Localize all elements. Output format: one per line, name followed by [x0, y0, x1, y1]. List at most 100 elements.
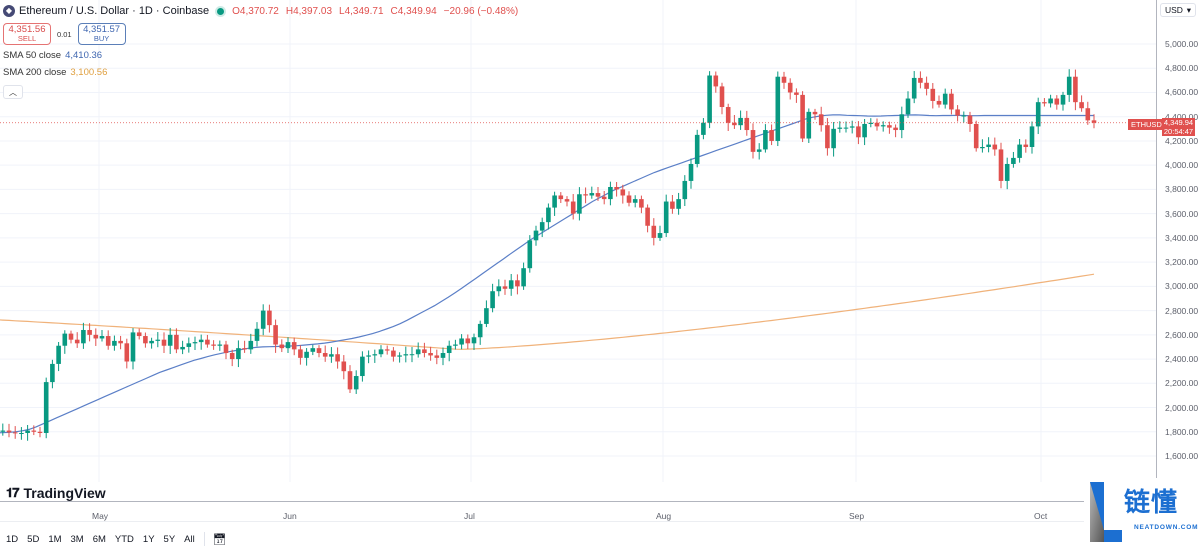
candle-body: [62, 333, 68, 346]
range-1d-button[interactable]: 1D: [6, 533, 19, 545]
candle-body: [564, 199, 570, 202]
candle-body: [397, 355, 402, 357]
tradingview-mark-icon: 𝟏𝟕: [6, 485, 20, 500]
candle-body: [645, 207, 650, 226]
candle-body: [1066, 76, 1072, 95]
range-3m-button[interactable]: 3M: [70, 533, 84, 545]
candle-body: [769, 130, 774, 141]
candle-body: [868, 122, 874, 124]
candle-body: [347, 371, 353, 390]
tradingview-logo[interactable]: 𝟏𝟕 TradingView: [6, 485, 106, 501]
month-label: Oct: [1034, 511, 1048, 521]
candle-body: [0, 430, 6, 432]
market-status-icon: [217, 7, 225, 15]
candle-body: [701, 122, 706, 135]
candle-body: [74, 339, 80, 344]
candle-body: [707, 75, 712, 123]
candle-body: [806, 111, 812, 139]
candle-body: [6, 430, 12, 433]
candle-body: [1048, 98, 1053, 104]
buy-button[interactable]: 4,351.57 BUY: [77, 23, 126, 45]
range-5y-button[interactable]: 5Y: [163, 533, 176, 545]
candle-body: [459, 338, 464, 345]
sell-label: SELL: [17, 34, 37, 43]
candle-body: [422, 349, 427, 354]
candle-body: [130, 332, 136, 362]
candle-body: [539, 222, 545, 231]
candle-body: [68, 333, 74, 340]
candle-body: [521, 268, 526, 287]
range-1y-button[interactable]: 1Y: [142, 533, 155, 545]
candle-body: [986, 144, 991, 148]
currency-selector[interactable]: USD ▾: [1160, 3, 1196, 17]
candle-body: [471, 337, 477, 344]
candle-body: [360, 356, 365, 377]
price-scale-label: 4,800.00: [1165, 63, 1199, 74]
candle-body: [50, 363, 55, 383]
candle-body: [384, 349, 390, 351]
candle-body: [651, 225, 657, 238]
candle-body: [167, 334, 173, 346]
candle-body: [353, 376, 359, 390]
candle-body: [205, 339, 210, 345]
candle-body: [31, 430, 37, 432]
candle-body: [1091, 120, 1097, 123]
chevron-up-icon: ︿: [9, 87, 17, 97]
candle-body: [589, 193, 595, 196]
candle-body: [719, 86, 725, 108]
candle-body: [725, 107, 731, 123]
candle-body: [775, 76, 781, 141]
candle-body: [905, 98, 911, 115]
candle-body: [118, 340, 123, 344]
candle-body: [186, 343, 192, 347]
chevron-down-icon: ▾: [1186, 4, 1191, 15]
candle-body: [632, 199, 638, 203]
price-scale-label: 2,000.00: [1165, 402, 1199, 413]
range-ytd-button[interactable]: YTD: [114, 533, 134, 545]
candle-body: [843, 127, 849, 129]
sell-button[interactable]: 4,351.56 SELL: [3, 23, 51, 45]
watermark-l-icon: [1090, 482, 1122, 542]
calendar-goto-icon[interactable]: 📅︎: [212, 533, 227, 546]
price-scale-label: 4,200.00: [1165, 135, 1199, 146]
candle-body: [980, 147, 985, 149]
candle-body: [453, 344, 458, 346]
symbol-title[interactable]: Ethereum / U.S. Dollar · 1D · Coinbase: [19, 5, 210, 17]
candle-body: [484, 308, 489, 324]
symbol-price-tag: ETHUSD: [1128, 119, 1165, 130]
candle-body: [1035, 102, 1041, 127]
candle-body: [595, 193, 601, 197]
price-scale-label: 3,000.00: [1165, 281, 1199, 292]
candle-body: [1029, 126, 1035, 148]
candle-body: [880, 125, 886, 127]
candle-body: [260, 310, 266, 329]
watermark-en-text: NEATDOWN.COM: [1134, 524, 1199, 531]
candle-body: [682, 180, 688, 200]
last-price: 4,349.94: [1163, 118, 1194, 127]
range-all-button[interactable]: All: [184, 533, 195, 545]
range-1m-button[interactable]: 1M: [48, 533, 62, 545]
candle-body: [273, 325, 278, 345]
month-label: Sep: [849, 511, 865, 521]
candle-body: [781, 76, 787, 83]
watermark: [1084, 478, 1200, 544]
candle-body: [583, 194, 588, 196]
range-6m-button[interactable]: 6M: [92, 533, 106, 545]
sma50-line: [0, 114, 1094, 434]
indicator-sma200[interactable]: SMA 200 close 3,100.56: [3, 67, 521, 79]
candle-body: [322, 353, 328, 357]
divider: [203, 532, 205, 546]
range-5d-button[interactable]: 5D: [27, 533, 40, 545]
price-scale-label: 2,800.00: [1165, 305, 1199, 316]
candle-body: [887, 125, 892, 128]
candle-body: [750, 130, 756, 152]
collapse-legend-button[interactable]: ︿: [3, 85, 23, 99]
price-scale-label: 2,200.00: [1165, 378, 1199, 389]
indicator-sma50[interactable]: SMA 50 close 4,410.36: [3, 50, 521, 62]
candle-body: [546, 207, 551, 223]
candle-body: [43, 382, 49, 433]
candle-body: [298, 349, 303, 358]
candle-body: [639, 199, 644, 208]
candle-body: [93, 334, 99, 339]
